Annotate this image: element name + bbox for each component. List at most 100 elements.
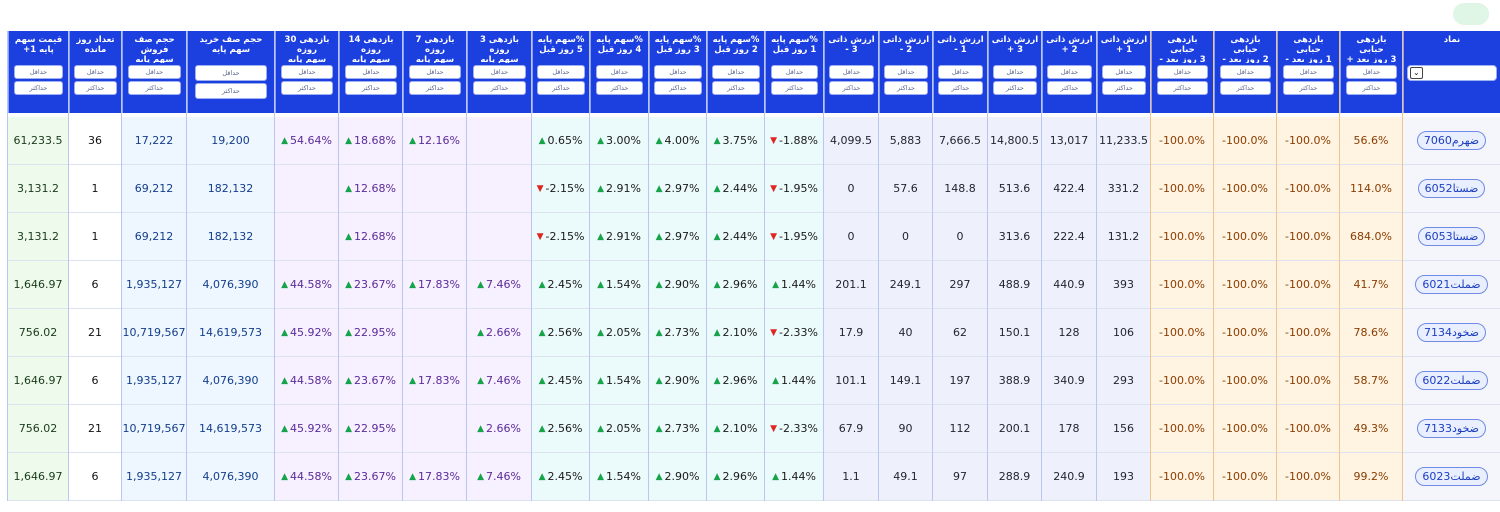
max-filter-input-ch2[interactable]: حداکثر bbox=[712, 81, 760, 95]
symbol-link[interactable]: ضملت6022 bbox=[1415, 371, 1488, 390]
min-filter-input-r7[interactable]: حداقل bbox=[408, 65, 462, 79]
max-filter-input-r7[interactable]: حداکثر bbox=[408, 81, 462, 95]
column-header-name[interactable]: نماد ⌄ bbox=[1403, 31, 1500, 113]
min-filter-input-bub2m[interactable]: حداقل bbox=[1219, 65, 1272, 79]
column-header-sellq[interactable]: حجم صف فروش سهم پایه حداقل حداکثر bbox=[122, 31, 186, 113]
min-filter-input-iv2p[interactable]: حداقل bbox=[1047, 65, 1092, 79]
column-header-ch5[interactable]: %سهم پایه 5 روز قبل حداقل حداکثر bbox=[532, 31, 589, 113]
max-filter-input-iv1p[interactable]: حداکثر bbox=[1102, 81, 1146, 95]
min-filter-input-sellq[interactable]: حداقل bbox=[128, 65, 181, 79]
symbol-link[interactable]: ضستا6053 bbox=[1417, 227, 1486, 246]
max-filter-input-price[interactable]: حداکثر bbox=[13, 81, 64, 95]
min-filter-input-days[interactable]: حداقل bbox=[74, 65, 117, 79]
column-header-days[interactable]: تعداد روز مانده حداقل حداکثر bbox=[69, 31, 121, 113]
max-filter-input-days[interactable]: حداکثر bbox=[74, 81, 117, 95]
min-filter-input-iv3m[interactable]: حداقل bbox=[829, 65, 874, 79]
column-header-ch4[interactable]: %سهم پایه 4 روز قبل حداقل حداکثر bbox=[590, 31, 648, 113]
column-header-iv2p[interactable]: ارزش ذاتی 2 + حداقل حداکثر bbox=[1042, 31, 1096, 113]
min-filter-input-bub3p[interactable]: حداقل bbox=[1345, 65, 1398, 79]
column-header-r3[interactable]: بازدهی 3 روزه سهم پایه حداقل حداکثر bbox=[467, 31, 531, 113]
min-filter-input-buyq[interactable]: حداقل bbox=[194, 65, 268, 81]
max-filter-input-bub3m[interactable]: حداکثر bbox=[1156, 81, 1209, 95]
min-filter-input-r3[interactable]: حداقل bbox=[473, 65, 526, 79]
min-filter-input-ch2[interactable]: حداقل bbox=[712, 65, 760, 79]
column-title: بازدهی 7 روزه سهم پایه bbox=[415, 35, 455, 63]
cell-bub3m: -100.0% bbox=[1151, 117, 1213, 165]
max-filter-input-r14[interactable]: حداکثر bbox=[344, 81, 398, 95]
column-header-iv1m[interactable]: ارزش ذاتی 1 - حداقل حداکثر bbox=[933, 31, 987, 113]
max-filter-input-r3[interactable]: حداکثر bbox=[473, 81, 526, 95]
min-filter-input-iv1m[interactable]: حداقل bbox=[938, 65, 983, 79]
max-filter-input-buyq[interactable]: حداکثر bbox=[194, 83, 268, 99]
column-header-buyq[interactable]: حجم صف خرید سهم پایه حداقل حداکثر bbox=[187, 31, 274, 113]
column-header-price[interactable]: قیمت سهم پایه 1+ حداقل حداکثر bbox=[8, 31, 68, 113]
column-header-iv3p[interactable]: ارزش ذاتی 3 + حداقل حداکثر bbox=[988, 31, 1041, 113]
triangle-up-icon: ▲ bbox=[713, 327, 721, 338]
max-filter-input-iv3m[interactable]: حداکثر bbox=[829, 81, 874, 95]
max-filter-input-sellq[interactable]: حداکثر bbox=[128, 81, 181, 95]
column-header-bub3m[interactable]: بازدهی حبابی 3 روز بعد - حداقل حداکثر bbox=[1151, 31, 1213, 113]
cell-days: 1 bbox=[69, 213, 121, 261]
max-filter-input-ch3[interactable]: حداکثر bbox=[654, 81, 702, 95]
cell-iv1m: 148.8 bbox=[933, 165, 987, 213]
column-header-r30[interactable]: بازدهی 30 روزه سهم پایه حداقل حداکثر bbox=[275, 31, 338, 113]
cell-value: 7.46% bbox=[485, 470, 521, 483]
max-filter-input-iv2p[interactable]: حداکثر bbox=[1047, 81, 1092, 95]
cell-bub3m: -100.0% bbox=[1151, 165, 1213, 213]
cell-r14: ▲ 12.68% bbox=[339, 165, 402, 213]
column-header-iv2m[interactable]: ارزش ذاتی 2 - حداقل حداکثر bbox=[879, 31, 932, 113]
column-header-ch3[interactable]: %سهم پایه 3 روز قبل حداقل حداکثر bbox=[649, 31, 706, 113]
min-filter-input-iv2m[interactable]: حداقل bbox=[884, 65, 928, 79]
column-header-ch1[interactable]: %سهم پایه 1 روز قبل حداقل حداکثر bbox=[765, 31, 823, 113]
cell-days: 21 bbox=[69, 405, 121, 453]
cell-value: 12.68% bbox=[353, 230, 396, 243]
triangle-up-icon: ▲ bbox=[597, 231, 604, 242]
symbol-filter-select[interactable]: ⌄ bbox=[1406, 65, 1498, 81]
column-header-r14[interactable]: بازدهی 14 روزه سهم پایه حداقل حداکثر bbox=[339, 31, 402, 113]
cell-bub2m: -100.0% bbox=[1214, 165, 1276, 213]
min-filter-input-r30[interactable]: حداقل bbox=[280, 65, 334, 79]
column-header-r7[interactable]: بازدهی 7 روزه سهم پایه حداقل حداکثر bbox=[403, 31, 466, 113]
symbol-link[interactable]: ضملت6021 bbox=[1415, 275, 1488, 294]
min-filter-input-ch5[interactable]: حداقل bbox=[537, 65, 585, 79]
cell-bub3m: -100.0% bbox=[1151, 453, 1213, 501]
symbol-link[interactable]: ضملت6023 bbox=[1415, 467, 1488, 486]
cell-iv2p: 240.9 bbox=[1042, 453, 1096, 501]
column-header-bub3p[interactable]: بازدهی حبابی 3 روز بعد + حداقل حداکثر bbox=[1340, 31, 1402, 113]
max-filter-input-r30[interactable]: حداکثر bbox=[280, 81, 334, 95]
column-header-ch2[interactable]: %سهم پایه 2 روز قبل حداقل حداکثر bbox=[707, 31, 764, 113]
max-filter-input-ch4[interactable]: حداکثر bbox=[595, 81, 644, 95]
max-filter-input-iv1m[interactable]: حداکثر bbox=[938, 81, 983, 95]
max-filter-input-ch5[interactable]: حداکثر bbox=[537, 81, 585, 95]
min-filter-input-ch4[interactable]: حداقل bbox=[595, 65, 644, 79]
top-action-button[interactable] bbox=[1453, 3, 1489, 25]
min-filter-input-bub1m[interactable]: حداقل bbox=[1282, 65, 1335, 79]
cell-r3: ▲ 2.66% bbox=[467, 309, 531, 357]
cell-bub1m: -100.0% bbox=[1277, 213, 1339, 261]
column-header-bub1m[interactable]: بازدهی حبابی 1 روز بعد - حداقل حداکثر bbox=[1277, 31, 1339, 113]
column-header-iv3m[interactable]: ارزش ذاتی 3 - حداقل حداکثر bbox=[824, 31, 878, 113]
max-filter-input-ch1[interactable]: حداکثر bbox=[770, 81, 819, 95]
cell-bub1m: -100.0% bbox=[1277, 117, 1339, 165]
symbol-link[interactable]: ضهرم7060 bbox=[1416, 131, 1487, 150]
max-filter-input-bub2m[interactable]: حداکثر bbox=[1219, 81, 1272, 95]
symbol-link[interactable]: ضخود7133 bbox=[1416, 419, 1487, 438]
min-filter-input-iv1p[interactable]: حداقل bbox=[1102, 65, 1146, 79]
min-filter-input-ch3[interactable]: حداقل bbox=[654, 65, 702, 79]
min-filter-input-iv3p[interactable]: حداقل bbox=[993, 65, 1037, 79]
min-filter-input-r14[interactable]: حداقل bbox=[344, 65, 398, 79]
min-filter-input-bub3m[interactable]: حداقل bbox=[1156, 65, 1209, 79]
min-filter-input-ch1[interactable]: حداقل bbox=[770, 65, 819, 79]
column-header-iv1p[interactable]: ارزش ذاتی 1 + حداقل حداکثر bbox=[1097, 31, 1150, 113]
min-filter-input-price[interactable]: حداقل bbox=[13, 65, 64, 79]
column-header-bub2m[interactable]: بازدهی حبابی 2 روز بعد - حداقل حداکثر bbox=[1214, 31, 1276, 113]
triangle-up-icon: ▲ bbox=[772, 279, 779, 290]
max-filter-input-iv3p[interactable]: حداکثر bbox=[993, 81, 1037, 95]
cell-value: 54.64% bbox=[289, 134, 332, 147]
cell-ch4: ▲ 3.00% bbox=[590, 117, 648, 165]
max-filter-input-bub3p[interactable]: حداکثر bbox=[1345, 81, 1398, 95]
max-filter-input-bub1m[interactable]: حداکثر bbox=[1282, 81, 1335, 95]
symbol-link[interactable]: ضخود7134 bbox=[1416, 323, 1487, 342]
max-filter-input-iv2m[interactable]: حداکثر bbox=[884, 81, 928, 95]
symbol-link[interactable]: ضستا6052 bbox=[1417, 179, 1486, 198]
